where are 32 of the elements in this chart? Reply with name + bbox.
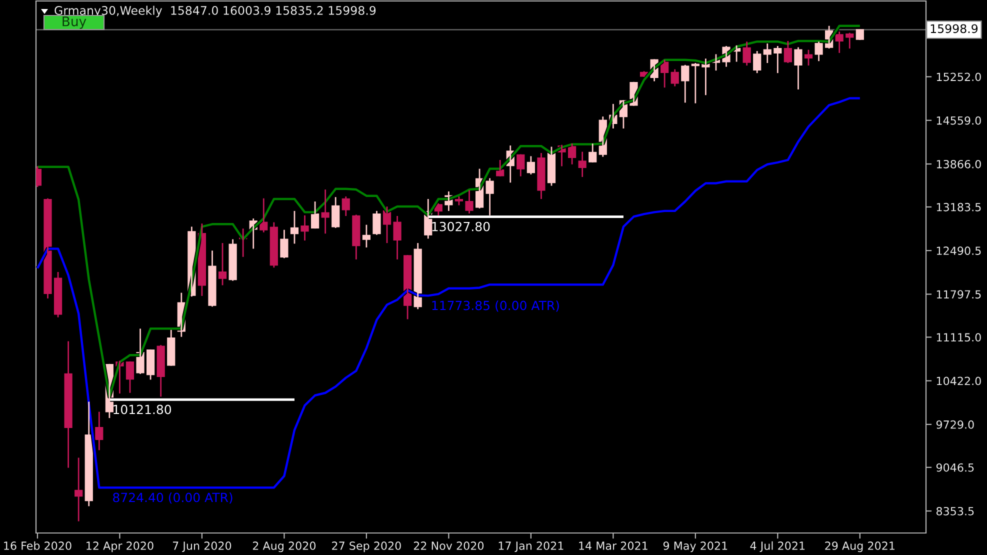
x-tick-label: 17 Jan 2021	[498, 542, 564, 552]
annotation: Buy	[62, 16, 86, 29]
y-tick-label: 13866.0	[936, 160, 981, 168]
y-tick-label: 9046.5	[936, 463, 974, 472]
x-tick-label: 16 Feb 2020	[4, 541, 72, 550]
candlestick	[691, 62, 700, 104]
y-tick-label: 10422.0	[936, 376, 981, 386]
annotation: 8724.40 (0.00 ATR)	[113, 492, 232, 504]
x-tick-label: 12 Apr 2020	[86, 542, 154, 552]
x-tick-label: 14 Mar 2021	[579, 542, 648, 550]
x-tick-label: 22 Nov 2020	[414, 542, 484, 550]
ref-line-label: 15998.9	[930, 24, 978, 34]
x-tick-label: 4 Jul 2021	[750, 541, 805, 552]
x-tick-label: 9 May 2021	[663, 542, 728, 552]
annotation: 11773.85 (0.00 ATR)	[432, 300, 559, 312]
annotation: 13027.80	[432, 222, 490, 232]
y-tick-label: 8353.5	[936, 506, 974, 516]
x-tick-label: 2 Aug 2020	[252, 542, 316, 552]
annotation: 10121.80	[114, 404, 172, 414]
line-series	[36, 96, 862, 490]
y-tick-label: 14559.0	[936, 116, 981, 125]
y-tick-label: 13183.5	[936, 202, 981, 212]
x-tick-label: 27 Sep 2020	[332, 542, 401, 552]
y-tick-label: 15252.0	[936, 72, 981, 82]
y-tick-label: 11115.0	[936, 333, 981, 342]
candlestick	[362, 224, 370, 248]
chart-title: Grmany30,Weekly 15847.0 16003.9 15835.2 15998.9	[54, 6, 376, 18]
y-tick-label: 9729.0	[936, 420, 974, 429]
y-tick-label: 11797.5	[936, 290, 981, 299]
x-tick-label: 7 Jun 2020	[172, 542, 232, 552]
y-tick-label: 12490.5	[936, 246, 981, 255]
x-tick-label: 29 Aug 2021	[825, 542, 894, 552]
